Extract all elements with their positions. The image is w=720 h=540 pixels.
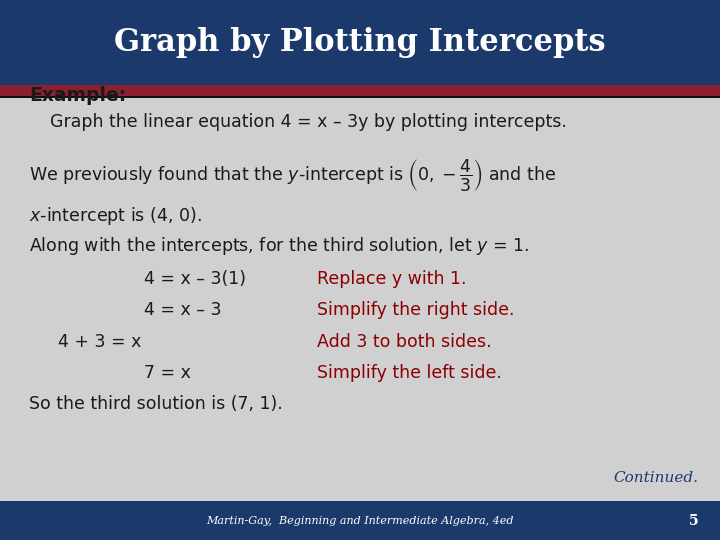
Text: Martin-Gay,  Beginning and Intermediate Algebra, 4ed: Martin-Gay, Beginning and Intermediate A… [206,516,514,525]
Text: We previously found that the $y$-intercept is $\left(0,-\dfrac{4}{3}\right)$ and: We previously found that the $y$-interce… [29,157,556,193]
Text: 4 = x – 3(1): 4 = x – 3(1) [144,270,246,288]
Text: Simplify the left side.: Simplify the left side. [317,364,502,382]
Text: 5: 5 [689,514,698,528]
Text: Continued.: Continued. [613,471,698,485]
Text: 4 = x – 3: 4 = x – 3 [144,301,222,319]
Text: Replace y with 1.: Replace y with 1. [317,270,467,288]
Text: So the third solution is (7, 1).: So the third solution is (7, 1). [29,395,282,413]
Text: Along with the intercepts, for the third solution, let $y$ = 1.: Along with the intercepts, for the third… [29,235,529,257]
Text: Add 3 to both sides.: Add 3 to both sides. [317,333,492,350]
Bar [0,85,720,96]
Text: Graph the linear equation 4 = x – 3y by plotting intercepts.: Graph the linear equation 4 = x – 3y by … [50,113,567,131]
Text: Graph the linear equation 4 =: Graph the linear equation 4 = [0,539,1,540]
Text: Example:: Example: [29,86,126,105]
Bar [0,0,720,85]
Text: Graph by Plotting Intercepts: Graph by Plotting Intercepts [114,27,606,58]
Bar [0,96,720,98]
Text: 7 = x: 7 = x [144,364,191,382]
Text: Simplify the right side.: Simplify the right side. [317,301,514,319]
Text: $x$-intercept is (4, 0).: $x$-intercept is (4, 0). [29,205,202,227]
Bar [0,501,720,540]
Text: 4 + 3 = x: 4 + 3 = x [58,333,141,350]
